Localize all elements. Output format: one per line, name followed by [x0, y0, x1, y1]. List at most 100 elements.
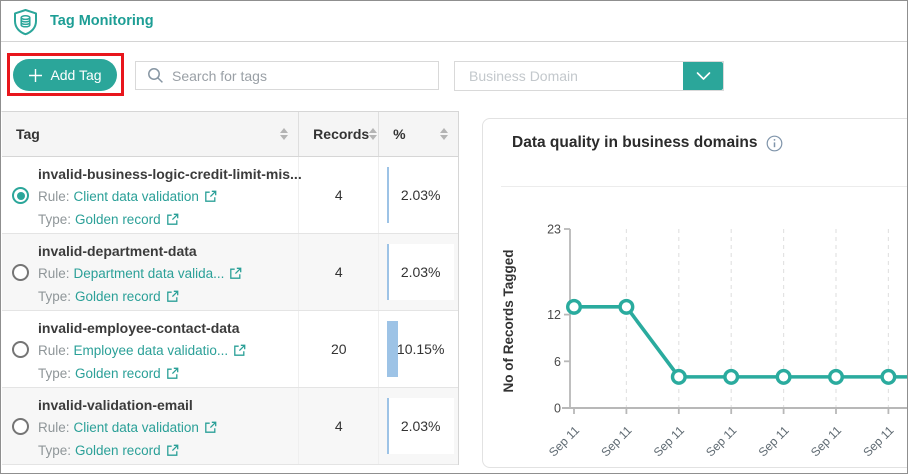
percent-bar-track: 2.03%	[387, 167, 455, 223]
column-header-records[interactable]: Records	[299, 112, 380, 156]
svg-text:0: 0	[554, 402, 561, 416]
rule-link[interactable]: Department data valida...	[74, 266, 243, 281]
row-radio[interactable]	[12, 418, 29, 435]
rule-prefix: Rule:	[38, 266, 70, 281]
table-header: Tag Records %	[2, 112, 458, 157]
row-radio[interactable]	[12, 187, 29, 204]
percent-bar-track: 10.15%	[387, 321, 455, 377]
rule-link-label: Employee data validatio...	[73, 343, 229, 358]
percent-bar	[387, 398, 390, 454]
records-value: 4	[334, 187, 343, 203]
svg-text:No of Records Tagged: No of Records Tagged	[501, 249, 516, 392]
column-label-tag: Tag	[16, 126, 40, 142]
panel-divider	[501, 186, 907, 187]
type-link[interactable]: Golden record	[75, 443, 179, 458]
records-cell: 20	[299, 311, 380, 387]
percent-bar	[387, 244, 390, 300]
search-icon	[147, 67, 164, 84]
search-input[interactable]	[172, 67, 438, 84]
add-tag-label: Add Tag	[50, 67, 102, 83]
percent-bar	[387, 167, 390, 223]
records-value: 4	[334, 264, 343, 280]
tags-table: Tag Records % invalid-business-logic-cre…	[1, 111, 459, 465]
percent-value: 2.03%	[400, 264, 441, 280]
chart-title: Data quality in business domains	[512, 134, 758, 151]
tag-cell: invalid-employee-contact-data Rule: Empl…	[2, 311, 300, 387]
add-tag-button[interactable]: Add Tag	[13, 59, 117, 91]
sort-icon[interactable]	[280, 128, 289, 140]
rule-prefix: Rule:	[38, 189, 70, 204]
type-link[interactable]: Golden record	[75, 289, 179, 304]
rule-prefix: Rule:	[38, 343, 70, 358]
percent-cell: 10.15%	[379, 311, 458, 387]
external-link-icon	[166, 444, 178, 456]
svg-text:6: 6	[554, 355, 561, 369]
column-header-tag[interactable]: Tag	[2, 112, 300, 156]
percent-value: 2.03%	[400, 418, 441, 434]
type-link[interactable]: Golden record	[75, 212, 179, 227]
chevron-down-icon	[695, 70, 712, 82]
percent-bar-track: 2.03%	[387, 244, 455, 300]
type-prefix: Type:	[38, 289, 72, 304]
type-prefix: Type:	[38, 443, 72, 458]
table-row[interactable]: invalid-business-logic-credit-limit-mis.…	[2, 157, 458, 234]
svg-text:Sep 11: Sep 11	[860, 423, 896, 459]
column-label-percent: %	[393, 126, 406, 142]
percent-value: 10.15%	[396, 341, 445, 357]
rule-link-label: Client data validation	[73, 420, 199, 435]
external-link-icon	[166, 367, 178, 379]
svg-text:23: 23	[547, 223, 561, 237]
table-row[interactable]: invalid-department-data Rule: Department…	[2, 234, 458, 311]
info-icon[interactable]	[766, 135, 783, 152]
rule-prefix: Rule:	[38, 420, 70, 435]
page-title: Tag Monitoring	[50, 13, 154, 29]
app-header: Tag Monitoring	[1, 1, 907, 42]
external-link-icon	[234, 344, 246, 356]
rule-link-label: Department data valida...	[73, 266, 225, 281]
dropdown-toggle-button[interactable]	[683, 62, 723, 90]
svg-text:Sep 11: Sep 11	[598, 423, 634, 459]
type-link-label: Golden record	[75, 289, 161, 304]
type-link-label: Golden record	[75, 212, 161, 227]
svg-text:Sep 11: Sep 11	[756, 423, 792, 459]
external-link-icon	[205, 190, 217, 202]
percent-bar	[387, 321, 399, 377]
table-row[interactable]: invalid-employee-contact-data Rule: Empl…	[2, 311, 458, 388]
percent-bar-track: 2.03%	[387, 398, 455, 454]
search-box	[135, 61, 439, 90]
svg-text:Sep 11: Sep 11	[703, 423, 739, 459]
table-body: invalid-business-logic-credit-limit-mis.…	[2, 157, 458, 465]
sort-icon[interactable]	[369, 128, 378, 140]
column-header-percent[interactable]: %	[379, 112, 458, 156]
rule-link[interactable]: Client data validation	[74, 420, 217, 435]
type-link[interactable]: Golden record	[75, 366, 179, 381]
svg-text:Sep 11: Sep 11	[546, 423, 582, 459]
column-label-records: Records	[313, 126, 370, 142]
svg-text:Sep 11: Sep 11	[808, 423, 844, 459]
percent-cell: 2.03%	[379, 388, 458, 464]
external-link-icon	[166, 213, 178, 225]
type-prefix: Type:	[38, 212, 72, 227]
tag-cell: invalid-validation-email Rule: Client da…	[2, 388, 300, 464]
row-radio[interactable]	[12, 341, 29, 358]
rule-link[interactable]: Client data validation	[74, 189, 217, 204]
business-domain-dropdown[interactable]: Business Domain	[454, 61, 724, 91]
records-cell: 4	[299, 157, 380, 233]
sort-icon[interactable]	[440, 128, 448, 140]
records-value: 20	[330, 341, 347, 357]
external-link-icon	[205, 421, 217, 433]
data-quality-panel: Data quality in business domains 0 6 12 23 S…	[482, 118, 907, 468]
plus-icon	[28, 68, 43, 83]
records-cell: 4	[299, 234, 380, 310]
rule-link[interactable]: Employee data validatio...	[74, 343, 247, 358]
records-tagged-line-chart: 0 6 12 23 Sep 11 Sep 11 Sep 11 Sep 11 Sep 11 Sep …	[501, 223, 907, 459]
external-link-icon	[166, 290, 178, 302]
row-radio[interactable]	[12, 264, 29, 281]
highlight-box	[7, 53, 124, 96]
table-row[interactable]: invalid-validation-email Rule: Client da…	[2, 388, 458, 465]
external-link-icon	[230, 267, 242, 279]
percent-value: 2.03%	[400, 187, 441, 203]
type-link-label: Golden record	[75, 443, 161, 458]
svg-text:12: 12	[547, 308, 561, 322]
